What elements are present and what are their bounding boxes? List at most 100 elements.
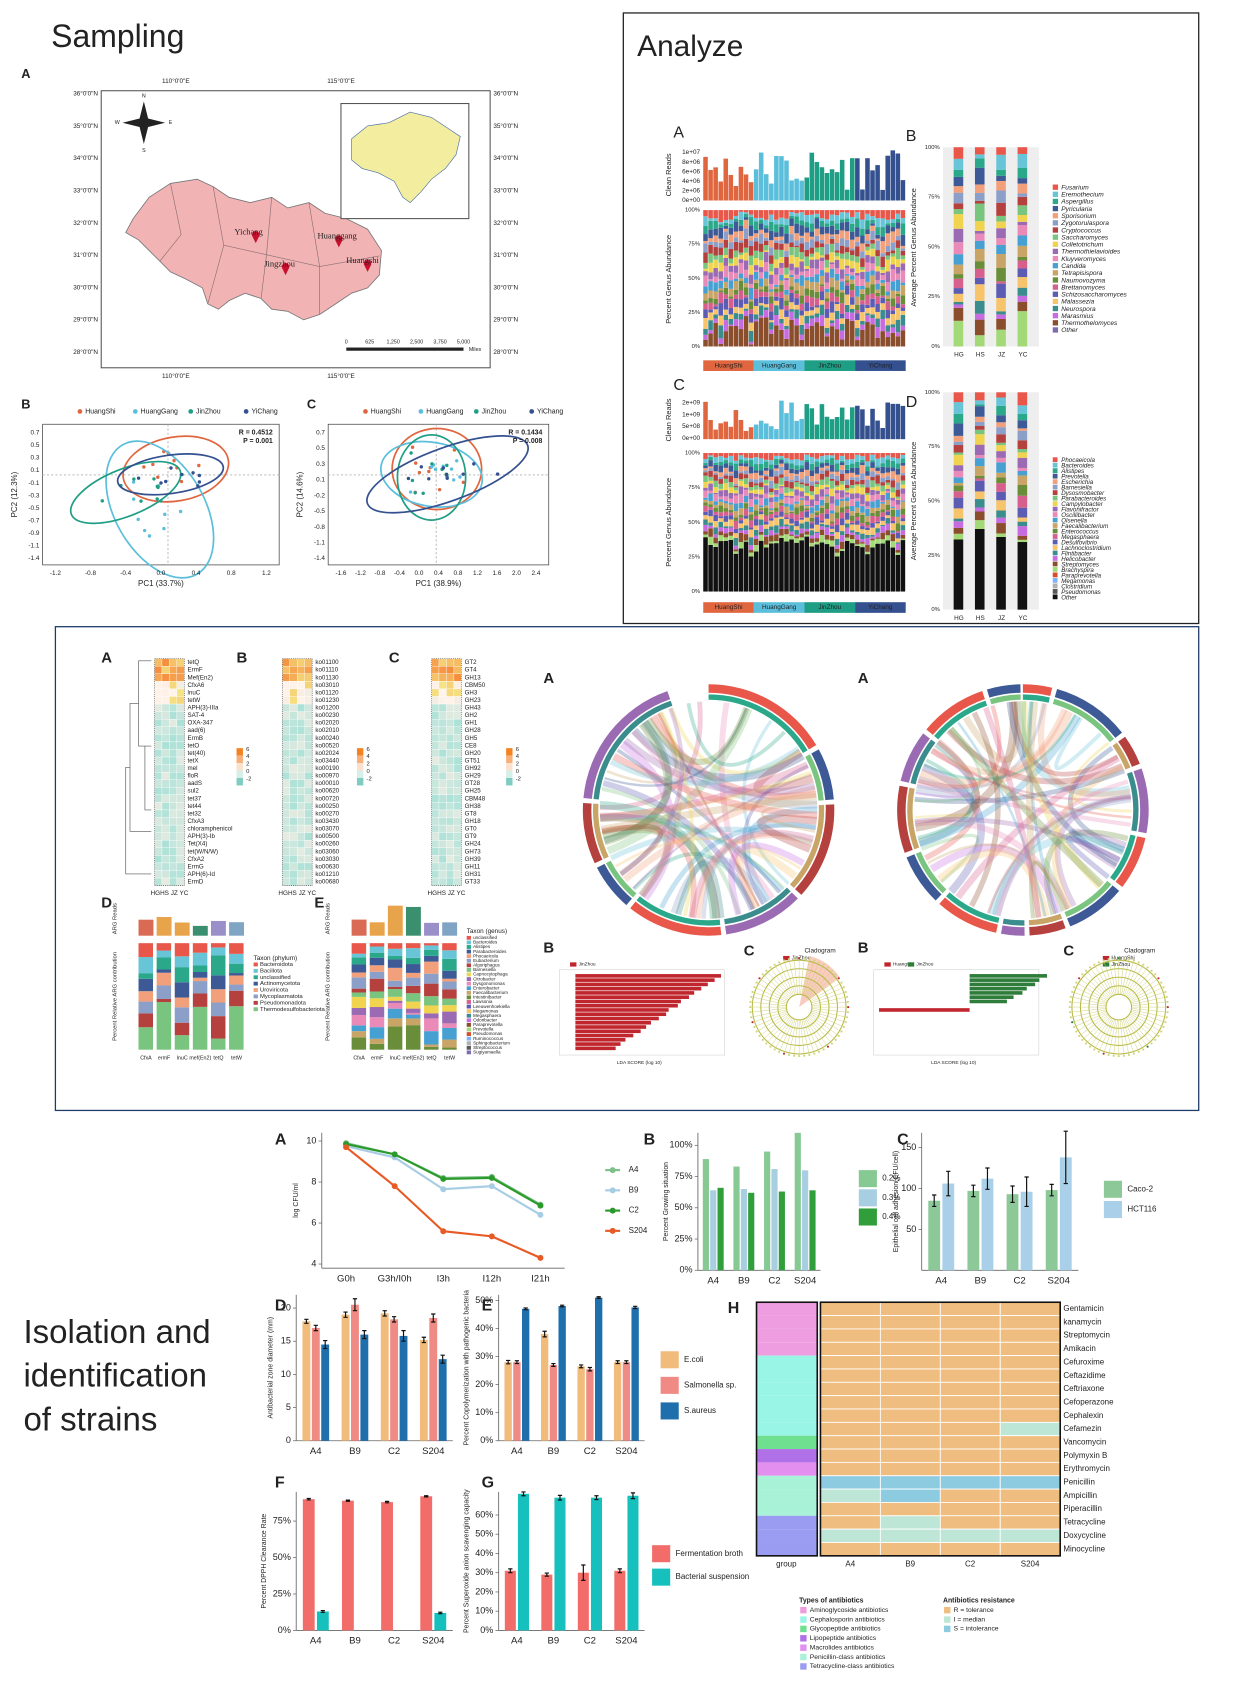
stack-segment [370,1044,384,1050]
heat-cell [282,704,289,712]
row-label: ko01200 [315,705,339,712]
clade-node [1151,970,1153,972]
stack-segment [901,525,906,530]
heat-cell [432,818,439,826]
stack-segment [845,274,850,276]
legend-swatch [1053,263,1058,268]
stack-segment [723,512,728,516]
stack-segment [901,459,906,463]
stack-segment [749,256,754,266]
y-tick-label: 20% [475,1379,493,1389]
read-bar [810,408,815,439]
stack-segment [442,1012,456,1024]
legend-swatch [800,1663,806,1669]
stack-segment [784,306,789,310]
heat-cell [162,780,169,788]
stack-segment [870,299,875,308]
stack-segment [901,539,906,540]
stack-segment [954,491,964,497]
stack-segment [891,457,896,460]
stack-segment [855,305,860,310]
stack-segment [703,525,708,531]
heat-cell [454,818,461,826]
stack-segment [810,260,815,268]
stack-segment [370,998,384,1007]
y-tick-label: 15 [281,1336,291,1346]
sample-point [409,490,412,493]
stack-segment [860,235,865,243]
heat-cell [446,855,453,863]
stack-segment [865,220,870,229]
x-tick-label: C2 [584,1636,596,1647]
stack-segment [901,485,906,489]
stack-segment [975,400,985,404]
stack-segment [723,537,728,540]
stack-segment [744,484,749,487]
stack-segment [794,246,799,248]
stack-segment [975,511,985,520]
heat-cell [282,712,289,720]
stack-segment [840,499,845,501]
stack-segment [799,523,804,528]
y-tick-label: 75% [688,242,700,248]
heat-cell [282,870,289,878]
stack-segment [896,267,901,274]
y-tick-label: -0.9 [28,530,39,537]
stack-segment [954,274,964,279]
stack-segment [820,521,825,523]
stack-segment [723,210,728,220]
colorbar-label: 0 [367,769,371,775]
stack-segment [880,310,885,319]
stack-segment [1018,147,1028,154]
stack-segment [789,519,794,524]
stack-segment [845,295,850,305]
stack-segment [875,533,880,538]
heat-cell [439,765,446,773]
bar [586,1369,593,1441]
stack-segment [754,258,759,265]
stack-segment [804,529,809,531]
x-tick-label: tetQ [427,1056,437,1062]
stack-segment [875,218,880,227]
stack-segment [820,453,825,456]
stack-segment [718,484,723,489]
stack-segment [830,252,835,262]
stack-segment [370,1039,384,1044]
stack-segment [734,549,739,551]
resistance-cell [940,1449,1000,1462]
heat-cell [282,795,289,803]
heat-cell [432,742,439,750]
clade-node [1113,957,1115,959]
stack-segment [703,294,708,301]
row-label: Streptomycin [1063,1331,1110,1340]
stack-segment [764,485,769,493]
y-axis-label: Percent Genus Abundance [664,478,673,567]
stack-segment [835,290,840,297]
stack-segment [703,512,708,515]
read-bar [734,410,739,439]
stack-segment [708,537,713,545]
stack-segment [754,536,759,539]
clade-node [756,982,758,984]
stack-segment [749,530,754,538]
stack-segment [891,223,896,227]
stack-segment [804,233,809,242]
stack-segment [799,304,804,310]
resistance-cell [940,1329,1000,1342]
stack-segment [830,514,835,522]
group-cell [757,1316,818,1329]
stack-segment [779,240,784,244]
stack-segment [875,250,880,256]
y-tick-label: -0.3 [28,492,39,499]
stack-segment [975,261,985,269]
stack-segment [789,492,794,496]
heat-cell [439,757,446,765]
stack-segment [729,453,734,456]
heat-cell [439,712,446,720]
row-label: GT2 [465,659,478,666]
stack-segment [744,541,749,542]
legend-label: JinZhou [482,408,507,415]
stack-segment [794,474,799,476]
stack-segment [769,535,774,541]
row-label: tet44 [188,803,202,810]
